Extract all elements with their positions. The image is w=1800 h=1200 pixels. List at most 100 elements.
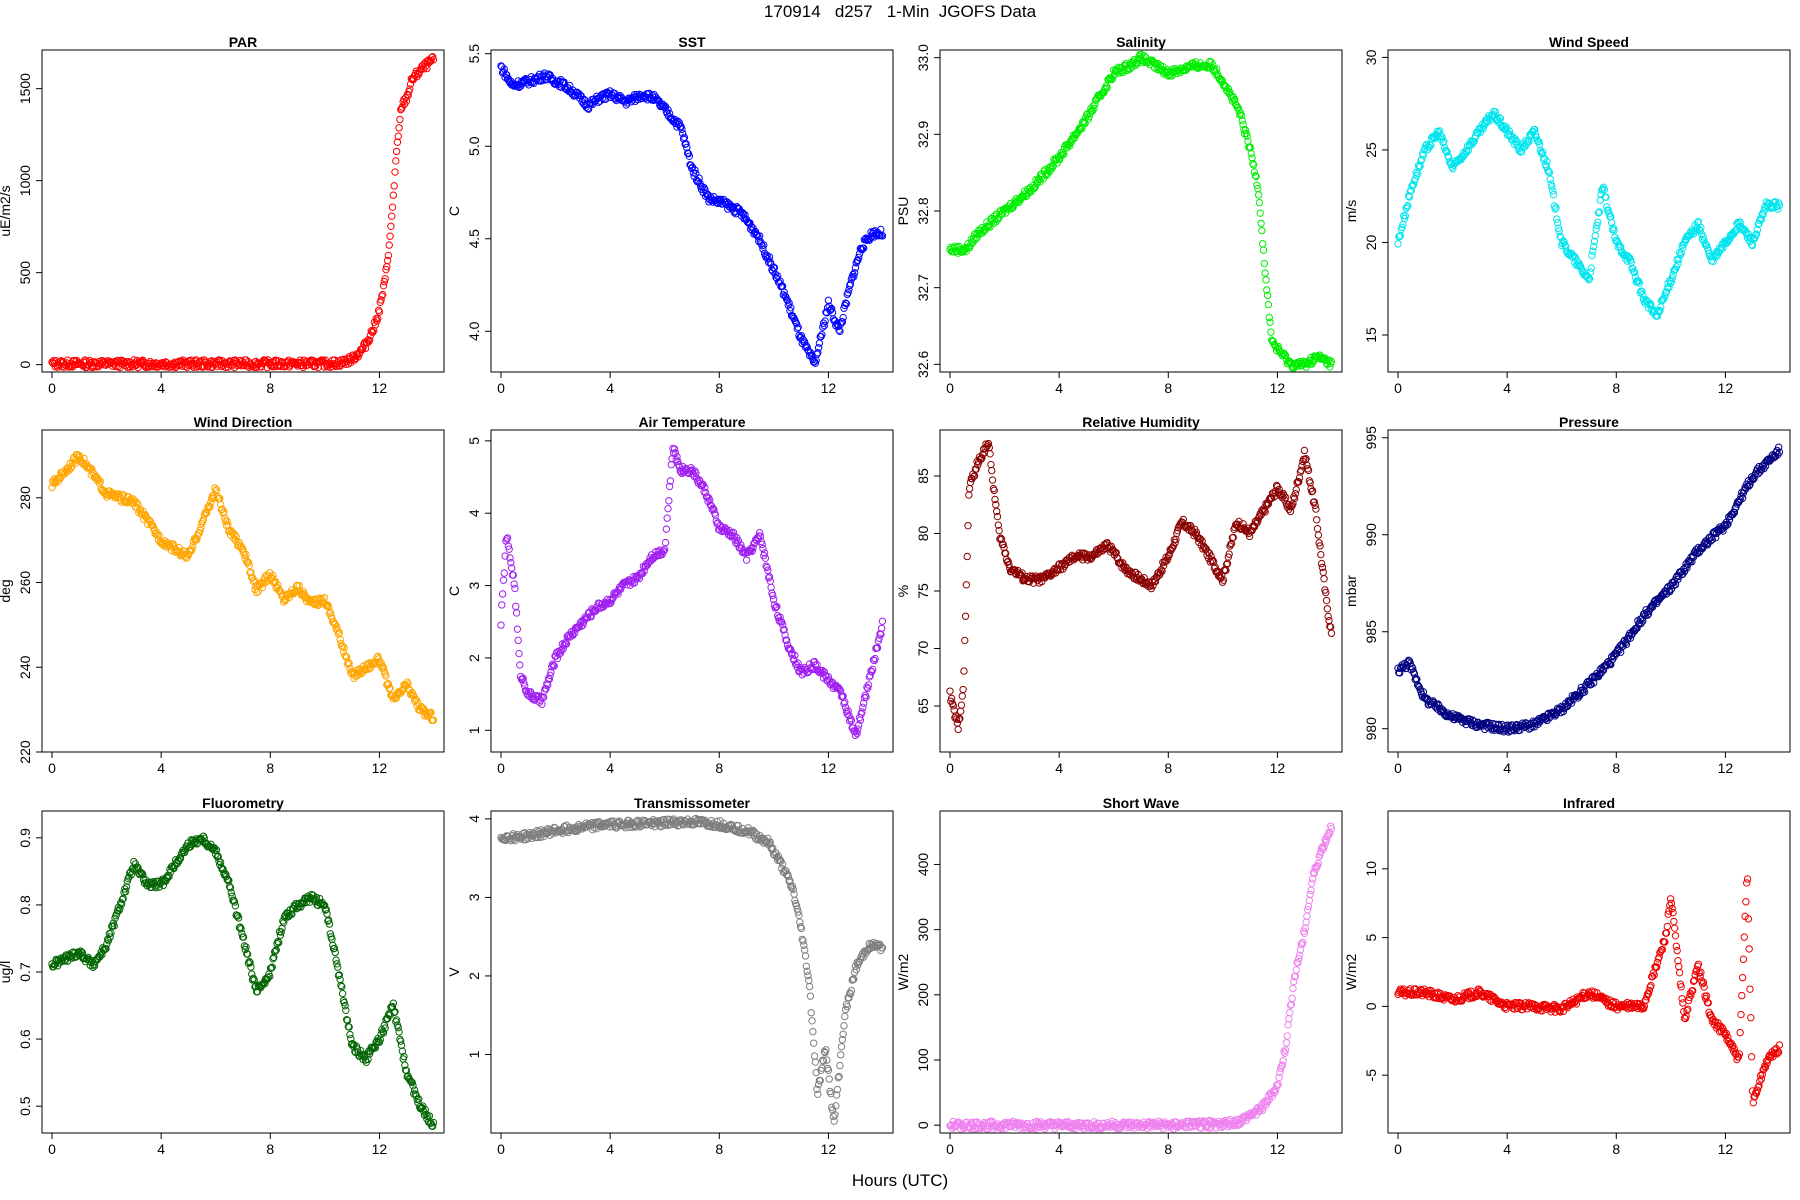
data-point — [1725, 236, 1733, 244]
data-point — [1675, 255, 1683, 264]
data-point — [1436, 132, 1445, 140]
data-point — [1263, 286, 1271, 294]
data-point — [664, 504, 672, 513]
data-point — [516, 661, 524, 669]
x-tick-label: 0 — [1394, 380, 1402, 396]
data-point — [1655, 308, 1663, 316]
data-point — [97, 359, 105, 368]
x-tick-label: 4 — [1503, 380, 1511, 396]
data-point — [842, 300, 851, 308]
data-point — [809, 1027, 817, 1036]
data-point — [598, 94, 607, 102]
data-point — [828, 304, 836, 313]
data-point — [667, 460, 675, 469]
x-tick-label: 8 — [1164, 760, 1172, 776]
data-point — [562, 640, 571, 648]
data-point — [543, 680, 551, 688]
x-tick-label: 12 — [821, 760, 837, 776]
data-point — [392, 694, 401, 702]
data-point — [1592, 225, 1600, 233]
data-point — [1438, 133, 1446, 141]
data-point — [1403, 203, 1411, 211]
y-tick-label: 70 — [915, 641, 931, 657]
data-point — [146, 517, 154, 525]
data-point — [333, 627, 342, 635]
y-tick-label: 2 — [466, 654, 482, 662]
data-point — [765, 253, 774, 261]
x-tick-label: 12 — [821, 380, 837, 396]
data-point — [546, 671, 554, 680]
data-point — [946, 687, 954, 695]
data-point — [1256, 209, 1264, 217]
y-tick-label: 1 — [466, 726, 482, 734]
data-point — [1320, 355, 1328, 363]
data-point — [1594, 218, 1602, 226]
data-point — [1595, 208, 1604, 216]
data-point — [861, 235, 869, 243]
x-tick-label: 4 — [1055, 760, 1063, 776]
data-point — [797, 332, 806, 340]
y-tick-label: 100 — [915, 1048, 931, 1072]
data-point — [965, 484, 974, 493]
y-axis-label: C — [446, 586, 462, 596]
data-point — [269, 571, 277, 580]
data-point — [1047, 164, 1056, 173]
data-point — [963, 552, 971, 561]
y-tick-label: 15 — [1363, 327, 1379, 343]
y-tick-label: 85 — [915, 468, 931, 484]
data-point — [961, 612, 970, 620]
data-point — [1271, 341, 1279, 350]
data-point — [1442, 147, 1450, 155]
y-tick-label: 1500 — [17, 73, 33, 104]
data-point — [733, 203, 741, 211]
data-point — [406, 85, 414, 93]
data-point — [506, 554, 514, 562]
plot-frame — [41, 429, 445, 753]
data-point — [501, 73, 509, 81]
plot-frame — [490, 429, 894, 753]
data-point — [1549, 190, 1558, 199]
data-point — [385, 241, 393, 249]
data-point — [837, 1043, 846, 1051]
data-point — [1409, 182, 1417, 190]
data-point — [1085, 113, 1093, 121]
data-point — [1495, 114, 1504, 122]
data-point — [839, 313, 847, 322]
y-axis-label: % — [895, 585, 911, 597]
data-point — [747, 222, 756, 231]
plot-frame — [490, 810, 894, 1134]
data-point — [340, 643, 348, 652]
data-point — [741, 211, 749, 219]
chart-main-title: 170914 d257 1-Min JGOFS Data — [763, 2, 1037, 21]
data-point — [1251, 172, 1260, 180]
x-tick-label: 0 — [48, 380, 56, 396]
data-point — [360, 665, 369, 673]
data-point — [1632, 278, 1640, 286]
y-tick-label: 1000 — [17, 165, 33, 196]
data-point — [396, 115, 404, 124]
data-point — [519, 674, 527, 682]
data-point — [957, 701, 966, 709]
data-point — [1286, 357, 1294, 366]
data-point — [662, 525, 671, 533]
data-point — [1635, 279, 1644, 287]
data-point — [423, 64, 431, 73]
data-point — [1491, 108, 1500, 116]
data-point — [1327, 629, 1336, 637]
data-point — [1462, 147, 1470, 155]
data-point — [956, 707, 965, 716]
data-point — [1505, 127, 1514, 135]
y-tick-label: 32.8 — [915, 197, 931, 224]
data-point — [518, 675, 526, 683]
data-point — [962, 581, 971, 589]
data-point — [804, 346, 812, 354]
data-point — [145, 363, 154, 371]
data-point — [832, 1102, 840, 1110]
data-point — [1407, 187, 1415, 195]
data-point — [825, 1075, 833, 1083]
data-point — [1639, 290, 1647, 299]
data-point — [381, 275, 389, 283]
x-tick-label: 4 — [157, 760, 165, 776]
